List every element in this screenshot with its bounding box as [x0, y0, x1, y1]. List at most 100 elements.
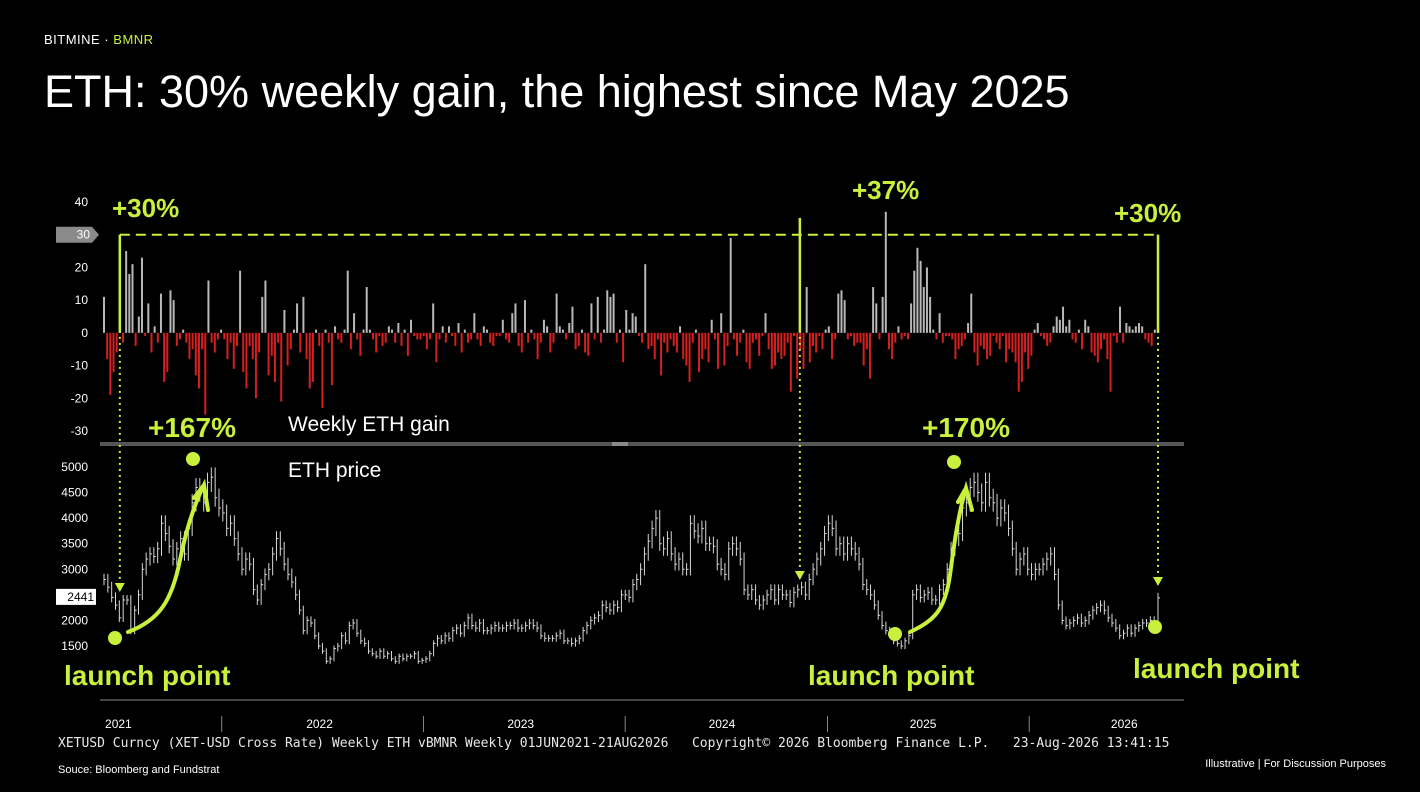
gain-bar: [121, 332, 124, 343]
gain-bar: [954, 332, 957, 360]
gain-bar: [1122, 332, 1125, 343]
gain-bar: [302, 296, 305, 333]
gain-bar: [210, 332, 213, 343]
gain-bar: [403, 329, 406, 333]
gain-bar: [251, 332, 254, 360]
gain-bar: [555, 293, 558, 333]
gain-bar: [868, 332, 871, 379]
gain-bar: [723, 332, 726, 366]
gain-bar: [584, 332, 587, 353]
gain-bar: [1046, 332, 1049, 346]
gain-bar: [375, 332, 378, 353]
gain-bar: [1065, 326, 1068, 333]
gain-bar: [261, 296, 264, 333]
gain-bar: [394, 332, 397, 343]
gain-bar: [216, 332, 219, 340]
gain-bar: [311, 332, 314, 382]
gain-bar: [995, 332, 998, 343]
gain-bar: [1030, 332, 1033, 356]
gain-bar: [242, 332, 245, 373]
gain-bar: [1096, 332, 1099, 363]
gain-bar: [1134, 326, 1137, 333]
gain-bar: [944, 332, 947, 337]
gain-bar: [669, 332, 672, 340]
gain-bar: [422, 332, 425, 337]
gain-bar: [466, 332, 469, 343]
gain-bar: [384, 332, 387, 343]
gain-bar: [755, 332, 758, 340]
gain-bar: [1084, 319, 1087, 333]
gain-bar: [511, 313, 514, 333]
launch-dot-2021: [108, 631, 122, 645]
gain-bar: [485, 329, 488, 333]
gain-bar: [789, 332, 792, 392]
gain-bar: [653, 332, 656, 360]
gain-tick-label: 40: [75, 195, 89, 209]
gain-bar: [932, 329, 935, 333]
gain-bar: [115, 332, 118, 353]
gain-bar: [144, 332, 147, 337]
time-axis: 2021 2022 2023 2024 2025 2026: [100, 699, 1184, 732]
gain-bar: [315, 329, 318, 333]
gain-bar: [289, 332, 292, 350]
gain-bar: [1119, 306, 1122, 333]
gain-bar: [337, 332, 340, 340]
price-y-axis: 500045004000350030002500200015002441: [56, 460, 96, 653]
gain-bar: [717, 332, 720, 369]
gain-bar: [429, 332, 432, 340]
gain-bar: [913, 270, 916, 333]
gain-bar: [748, 332, 751, 369]
gain-bar: [903, 332, 906, 337]
gain-bar: [378, 332, 381, 337]
price-series: [103, 467, 1160, 664]
gain-bar: [989, 332, 992, 356]
gain-bar: [1115, 332, 1118, 343]
gain-bar: [925, 267, 928, 333]
gain-bar: [1100, 332, 1103, 350]
gain-bar: [188, 332, 191, 360]
gain-bar: [992, 332, 995, 337]
gain-bar: [900, 332, 903, 340]
launch-label-2024: launch point: [808, 660, 974, 691]
gain-bar: [438, 332, 441, 340]
gain-bar: [1138, 323, 1141, 333]
gain-bar: [682, 332, 685, 360]
year-tick-label: 2025: [910, 717, 937, 731]
bloomberg-caption: XETUSD Curncy (XET-USD Cross Rate) Weekl…: [58, 736, 1169, 751]
gain-bar: [112, 332, 115, 373]
gain-bar: [827, 326, 830, 333]
year-tick-label: 2023: [507, 717, 534, 731]
gain-bar: [349, 332, 352, 350]
gain-bar: [691, 332, 694, 343]
gain-bar: [770, 332, 773, 369]
gain-bar: [840, 290, 843, 333]
gain-bar: [549, 332, 552, 353]
gain-tick-label: 20: [75, 260, 89, 274]
gain-bar: [172, 300, 175, 333]
gain-bar: [1049, 332, 1052, 343]
gain-bar: [701, 332, 704, 360]
gain-bar: [935, 332, 938, 340]
gain-bar: [1024, 332, 1027, 353]
gain-bar: [1144, 332, 1147, 340]
peak-dot-2021: [186, 452, 200, 466]
gain-bar: [577, 332, 580, 346]
gain-bar: [707, 332, 710, 363]
gain-bar: [802, 332, 805, 369]
gain-bar: [1027, 332, 1030, 369]
gain-bar: [1147, 332, 1150, 343]
gain-bar: [166, 332, 169, 373]
gain-bar: [163, 332, 166, 382]
gain-bar: [982, 332, 985, 350]
gain-bar: [853, 332, 856, 346]
gain-bar: [922, 287, 925, 333]
gain-bar: [147, 303, 150, 333]
gain-bar: [103, 296, 105, 333]
gain-bar: [957, 332, 960, 350]
gain-bar: [887, 332, 890, 350]
gain-bar: [919, 260, 922, 333]
gain-bar: [182, 329, 185, 333]
gain-bar: [343, 329, 346, 333]
gain-bar: [805, 287, 808, 333]
gain-bar: [1106, 332, 1109, 360]
